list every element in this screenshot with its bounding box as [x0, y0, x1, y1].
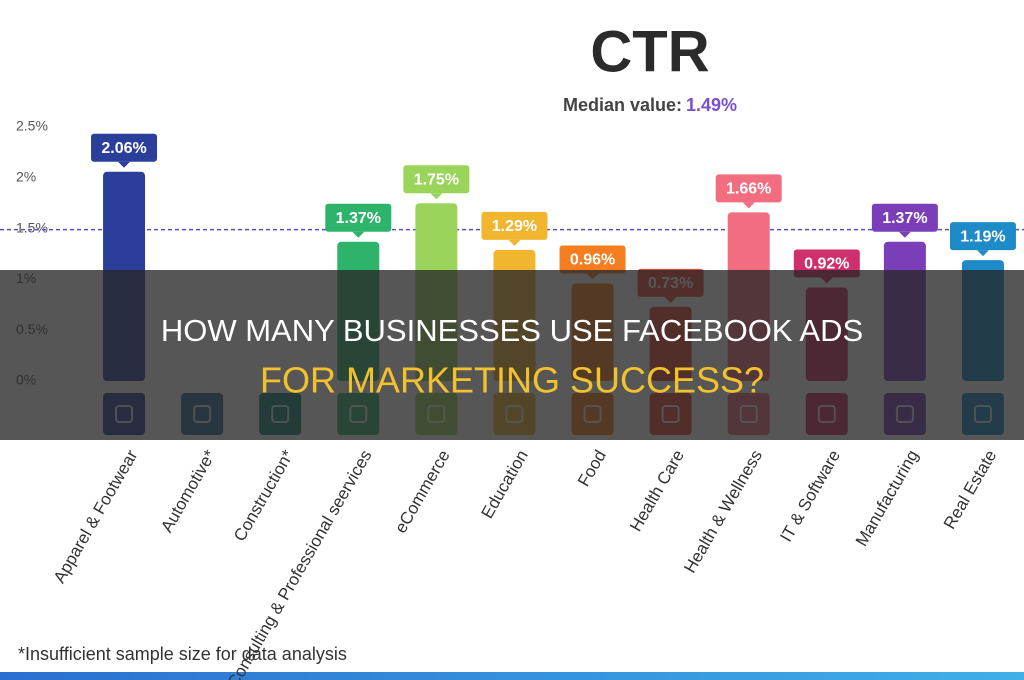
x-tick-label: Health & Wellness: [680, 447, 766, 577]
x-tick-label: eCommerce: [391, 447, 454, 537]
value-label-bg: [481, 211, 548, 240]
value-label-pointer: [352, 231, 365, 238]
x-tick-label: Real Estate: [940, 447, 1000, 533]
value-label: 1.37%: [882, 210, 927, 227]
y-tick-label: 2.5%: [16, 118, 48, 134]
value-label-bg: [403, 165, 470, 194]
x-tick-label: Education: [478, 447, 532, 522]
value-label: 1.19%: [960, 228, 1005, 245]
value-label-bg: [715, 174, 782, 203]
banner-line1: HOW MANY BUSINESSES USE FACEBOOK ADS: [161, 313, 863, 348]
value-label: 1.66%: [726, 181, 771, 198]
x-tick-label: Health Care: [626, 447, 688, 535]
y-tick-label: 1.5%: [16, 219, 48, 235]
banner-bg: [0, 270, 1024, 440]
x-tick-label: Automotive*: [157, 446, 219, 535]
x-tick-label: Manufacturing: [852, 447, 922, 550]
bottom-stripe: [0, 672, 1024, 680]
chart-title: CTR: [590, 19, 709, 84]
value-label: 0.96%: [570, 252, 615, 269]
value-label-bg: [949, 222, 1016, 251]
value-label-pointer: [898, 231, 911, 238]
x-tick-label: IT & Software: [776, 447, 844, 545]
value-label-pointer: [742, 202, 755, 209]
banner-line2: FOR MARKETING SUCCESS?: [260, 360, 764, 401]
x-tick-label: Apparel & Footwear: [50, 446, 142, 586]
value-label-bg: [559, 245, 626, 274]
value-label-pointer: [508, 239, 521, 246]
value-label: 1.75%: [414, 171, 459, 188]
value-label: 2.06%: [101, 140, 146, 157]
value-label: 0.92%: [804, 256, 849, 273]
value-label-bg: [91, 133, 158, 162]
footnote: *Insufficient sample size for data analy…: [18, 644, 347, 664]
value-label-bg: [871, 203, 938, 232]
value-label-pointer: [118, 161, 131, 168]
value-label-pointer: [430, 193, 443, 200]
banner: HOW MANY BUSINESSES USE FACEBOOK ADS FOR…: [0, 270, 1024, 440]
value-label-bg: [325, 203, 392, 232]
value-label-pointer: [976, 250, 989, 257]
median-label: Median value:: [563, 95, 682, 115]
y-tick-label: 2%: [16, 169, 36, 185]
value-label: 1.37%: [336, 210, 381, 227]
value-label: 1.29%: [492, 218, 537, 235]
median-value-label: 1.49%: [686, 95, 737, 115]
x-tick-label: Food: [574, 447, 610, 490]
x-tick-label: Construction*: [230, 446, 298, 544]
